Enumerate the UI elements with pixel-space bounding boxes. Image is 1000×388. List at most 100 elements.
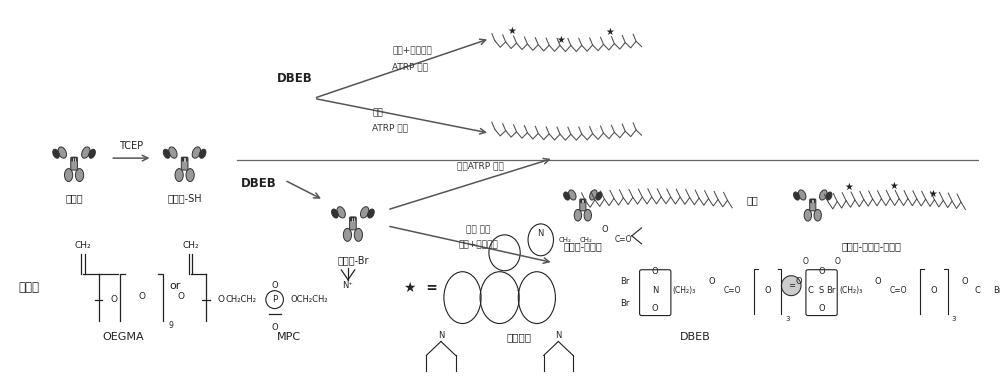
Text: S: S: [819, 286, 824, 295]
FancyBboxPatch shape: [71, 157, 77, 161]
Ellipse shape: [354, 229, 363, 241]
Text: C=O: C=O: [890, 286, 908, 295]
Text: MPC: MPC: [277, 333, 301, 343]
Text: ★: ★: [605, 27, 614, 36]
FancyBboxPatch shape: [580, 199, 586, 211]
Text: 单体+荧光单体: 单体+荧光单体: [458, 240, 498, 249]
Ellipse shape: [569, 190, 576, 200]
Text: 9: 9: [169, 321, 174, 330]
Text: 赫赛汀-SH: 赫赛汀-SH: [167, 193, 202, 203]
Text: ★: ★: [556, 35, 565, 45]
Text: 单体 或者: 单体 或者: [466, 225, 490, 234]
Ellipse shape: [826, 192, 832, 200]
Ellipse shape: [75, 169, 84, 182]
Text: N: N: [538, 229, 544, 238]
Text: (CH₂)₃: (CH₂)₃: [673, 286, 696, 295]
Text: ★: ★: [889, 180, 898, 191]
Text: C: C: [974, 286, 980, 295]
FancyBboxPatch shape: [350, 217, 356, 230]
Text: Br: Br: [993, 286, 1000, 295]
Text: P: P: [272, 295, 277, 304]
Ellipse shape: [590, 190, 597, 200]
Ellipse shape: [89, 149, 95, 158]
Text: CH₂: CH₂: [182, 241, 199, 250]
Text: O: O: [110, 295, 117, 304]
Ellipse shape: [169, 147, 177, 158]
Text: Br: Br: [826, 286, 836, 295]
Text: O: O: [271, 323, 278, 332]
Text: (CH₂)₃: (CH₂)₃: [839, 286, 862, 295]
Text: N: N: [555, 331, 562, 340]
Ellipse shape: [186, 169, 194, 182]
Text: C=O: C=O: [724, 286, 741, 295]
Text: N: N: [438, 331, 444, 340]
Text: TCEP: TCEP: [119, 141, 143, 151]
Ellipse shape: [192, 147, 201, 158]
Text: DBEB: DBEB: [277, 72, 312, 85]
Text: O: O: [177, 292, 184, 301]
Text: N: N: [652, 286, 658, 295]
Ellipse shape: [175, 169, 183, 182]
Text: 或者: 或者: [746, 195, 758, 205]
Text: or: or: [169, 281, 181, 291]
Text: OCH₂CH₂: OCH₂CH₂: [290, 295, 328, 304]
Ellipse shape: [82, 147, 90, 158]
Ellipse shape: [360, 207, 369, 218]
Text: O: O: [818, 267, 825, 276]
Text: O: O: [601, 225, 608, 234]
Text: 赫赛汀: 赫赛汀: [65, 193, 83, 203]
Ellipse shape: [804, 210, 812, 221]
FancyBboxPatch shape: [810, 199, 815, 203]
Text: OEGMA: OEGMA: [102, 333, 144, 343]
Text: 赫赛汀-高分子: 赫赛汀-高分子: [563, 241, 602, 251]
FancyBboxPatch shape: [350, 217, 356, 221]
Text: CH₂: CH₂: [580, 237, 593, 243]
Text: ATRP 反应: ATRP 反应: [392, 62, 428, 71]
Text: O: O: [218, 295, 225, 304]
Ellipse shape: [574, 210, 582, 221]
FancyBboxPatch shape: [810, 199, 816, 211]
Text: ★: ★: [507, 26, 516, 36]
Ellipse shape: [798, 190, 806, 200]
Text: O: O: [764, 286, 771, 295]
Text: O: O: [138, 292, 145, 301]
FancyBboxPatch shape: [71, 157, 77, 170]
Ellipse shape: [584, 210, 591, 221]
Ellipse shape: [163, 149, 170, 158]
Text: N⁺: N⁺: [343, 281, 353, 290]
Text: O: O: [795, 277, 802, 286]
Text: 单体：: 单体：: [18, 281, 39, 294]
Ellipse shape: [794, 192, 800, 200]
Text: =: =: [788, 281, 795, 290]
Text: CH₂: CH₂: [558, 237, 571, 243]
FancyBboxPatch shape: [181, 157, 188, 170]
Text: 单体: 单体: [372, 109, 383, 118]
Text: O: O: [652, 304, 659, 313]
Ellipse shape: [596, 192, 602, 200]
Text: 赫赛汀-Br: 赫赛汀-Br: [337, 255, 369, 265]
Text: CH₂CH₂: CH₂CH₂: [226, 295, 257, 304]
Text: ATRP 反应: ATRP 反应: [372, 124, 408, 133]
Text: Br: Br: [620, 299, 630, 308]
Ellipse shape: [814, 210, 821, 221]
FancyBboxPatch shape: [182, 157, 188, 161]
Text: 单体+荧光单体: 单体+荧光单体: [392, 46, 432, 55]
Text: 赫赛汀-高分子-衍生物: 赫赛汀-高分子-衍生物: [842, 241, 901, 251]
Text: O: O: [961, 277, 968, 286]
Text: O: O: [874, 277, 881, 286]
Text: DBEB: DBEB: [240, 177, 276, 190]
Text: C=O: C=O: [615, 236, 633, 244]
Ellipse shape: [332, 209, 338, 218]
FancyBboxPatch shape: [580, 199, 586, 203]
Ellipse shape: [368, 209, 374, 218]
Ellipse shape: [53, 149, 59, 158]
Ellipse shape: [820, 190, 827, 200]
Text: ★: ★: [845, 182, 853, 192]
Text: O: O: [708, 277, 715, 286]
Ellipse shape: [199, 149, 206, 158]
Text: ★: ★: [929, 189, 937, 199]
Text: O: O: [931, 286, 937, 295]
Ellipse shape: [564, 192, 570, 200]
Text: ⁺: ⁺: [515, 288, 519, 297]
Ellipse shape: [343, 229, 352, 241]
